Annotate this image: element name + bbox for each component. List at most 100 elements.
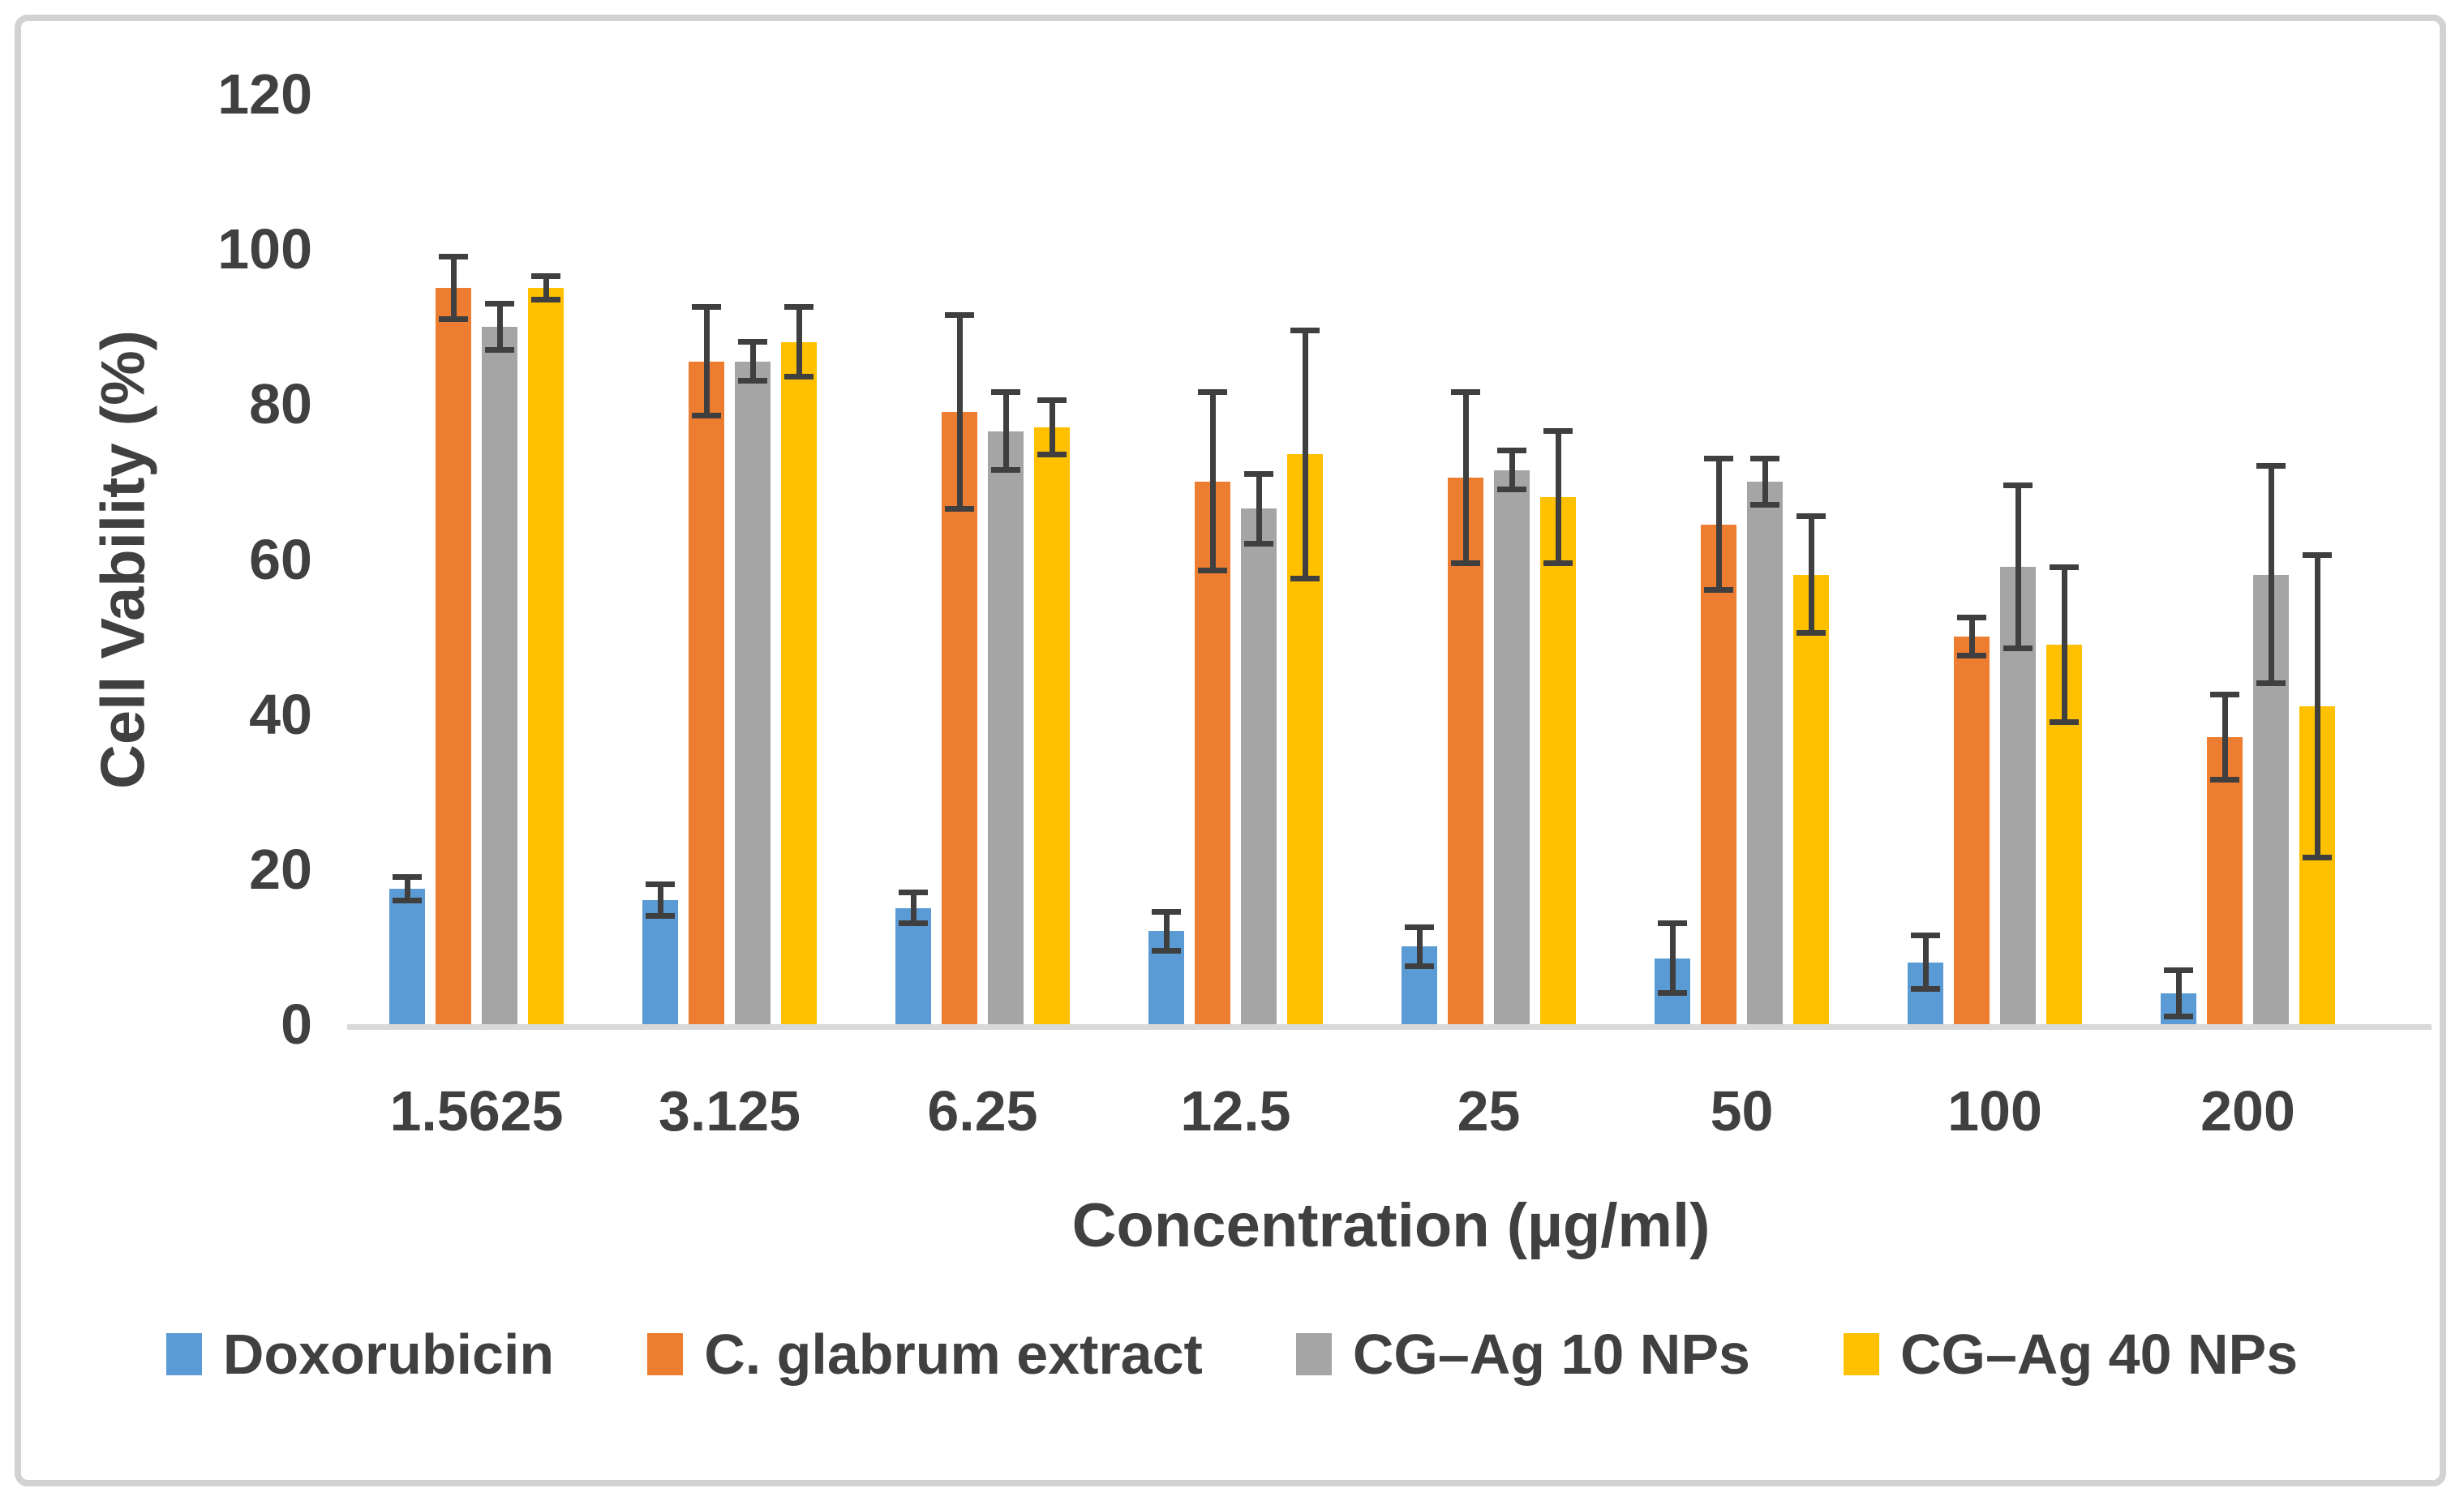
x-tick-label-100: 100	[1947, 1079, 2042, 1143]
error-bar-line	[1462, 392, 1469, 564]
bar-cg-ag-40-nps-50	[1793, 574, 1829, 1024]
x-tick-label-200: 200	[2200, 1079, 2295, 1143]
error-bar-cap	[1911, 986, 1940, 993]
error-bar-cap	[1796, 629, 1826, 636]
bar-cg-ag-10-nps-25	[1494, 470, 1530, 1024]
error-bar-cap	[1198, 389, 1227, 396]
error-bar-line	[2061, 567, 2067, 723]
error-bar-cap	[1543, 560, 1573, 566]
error-bar-line	[1922, 935, 1929, 989]
x-tick-label-6.25: 6.25	[927, 1079, 1038, 1143]
error-bar-cap	[899, 920, 928, 927]
error-bar-line	[657, 884, 663, 916]
error-bar-line	[1968, 617, 1975, 656]
chart-frame-border	[15, 15, 2446, 1486]
legend-item-cg-ag-10-nps: CG–Ag 10 NPs	[1295, 1322, 1750, 1387]
error-bar-cap	[1290, 575, 1320, 581]
bar-cg-ag-40-nps-1.5625	[528, 287, 564, 1024]
error-bar-cap	[738, 339, 767, 345]
error-bar-cap	[1658, 920, 1687, 927]
x-tick-label-12.5: 12.5	[1180, 1079, 1291, 1143]
bar-cg-ag-10-nps-1.5625	[482, 326, 517, 1024]
legend: Doxorubicin C. glabrum extract CG–Ag 10 NP…	[81, 1322, 2383, 1387]
error-bar-cap	[1750, 455, 1779, 461]
error-bar-cap	[439, 254, 468, 260]
error-bar-line	[2268, 465, 2274, 684]
error-bar-cap	[1543, 428, 1573, 435]
error-bar-cap	[646, 912, 675, 919]
error-bar-line	[2175, 970, 2182, 1017]
error-bar-line	[404, 877, 410, 901]
bar-c-glabrum-extract-50	[1701, 524, 1736, 1024]
y-tick-label-20: 20	[249, 837, 312, 901]
error-bar-line	[2221, 694, 2228, 780]
error-bar-cap	[1152, 908, 1181, 915]
error-bar-cap	[1152, 947, 1181, 954]
bar-cg-ag-10-nps-50	[1747, 481, 1783, 1024]
legend-item-doxorubicin: Doxorubicin	[165, 1322, 555, 1387]
y-tick-label-40: 40	[249, 682, 312, 746]
error-bar-cap	[1957, 653, 1986, 659]
error-bar-cap	[1290, 328, 1320, 334]
error-bar-cap	[692, 413, 721, 419]
error-bar-line	[796, 307, 802, 377]
error-bar-cap	[2003, 482, 2033, 489]
error-bar-line	[1509, 450, 1515, 490]
x-tick-label-3.125: 3.125	[658, 1079, 801, 1143]
error-bar-cap	[1957, 614, 1986, 620]
y-tick-label-80: 80	[249, 372, 312, 436]
error-bar-cap	[485, 346, 514, 353]
bar-cg-ag-40-nps-25	[1540, 497, 1576, 1024]
bar-cg-ag-40-nps-3.125	[781, 341, 817, 1024]
error-bar-cap	[1796, 513, 1826, 520]
error-bar-cap	[439, 315, 468, 322]
error-bar-line	[1555, 431, 1561, 564]
error-bar-cap	[2256, 463, 2286, 470]
error-bar-cap	[2256, 680, 2286, 686]
error-bar-cap	[2303, 854, 2332, 860]
error-bar-cap	[738, 378, 767, 384]
x-axis-line	[347, 1024, 2432, 1030]
error-bar-cap	[1037, 397, 1067, 404]
error-bar-cap	[1658, 990, 1687, 997]
bar-doxorubicin-6.25	[895, 907, 931, 1024]
x-tick-label-1.5625: 1.5625	[389, 1079, 564, 1143]
y-tick-label-120: 120	[217, 62, 312, 126]
error-bar-cap	[2164, 967, 2193, 973]
error-bar-line	[2015, 485, 2021, 649]
error-bar-cap	[2164, 1013, 2193, 1019]
error-bar-cap	[1451, 389, 1480, 396]
legend-item-cg-ag-40-nps: CG–Ag 40 NPs	[1843, 1322, 2299, 1387]
legend-label: CG–Ag 40 NPs	[1900, 1323, 2299, 1386]
error-bar-line	[1049, 400, 1055, 455]
error-bar-cap	[991, 389, 1020, 396]
error-bar-cap	[2210, 777, 2239, 783]
bar-cg-ag-40-nps-6.25	[1034, 427, 1070, 1024]
error-bar-cap	[1750, 502, 1779, 508]
error-bar-cap	[1198, 568, 1227, 574]
error-bar-line	[543, 276, 549, 300]
error-bar-cap	[393, 873, 422, 880]
error-bar-line	[1762, 458, 1768, 505]
error-bar-line	[910, 892, 916, 924]
y-tick-label-60: 60	[249, 527, 312, 591]
error-bar-line	[1002, 392, 1009, 470]
error-bar-cap	[692, 304, 721, 311]
bar-c-glabrum-extract-6.25	[942, 411, 977, 1024]
error-bar-cap	[2003, 645, 2033, 651]
error-bar-cap	[899, 890, 928, 895]
error-bar-cap	[2050, 718, 2079, 725]
error-bar-cap	[2303, 552, 2332, 559]
bar-c-glabrum-extract-200	[2207, 737, 2243, 1024]
error-bar-cap	[1497, 448, 1526, 454]
bar-cg-ag-10-nps-12.5	[1241, 508, 1277, 1024]
x-tick-label-25: 25	[1457, 1079, 1521, 1143]
error-bar-cap	[1244, 540, 1273, 547]
legend-swatch-icon	[165, 1333, 202, 1375]
legend-swatch-icon	[1843, 1333, 1879, 1375]
x-tick-label-50: 50	[1710, 1079, 1774, 1143]
error-bar-cap	[393, 897, 422, 903]
legend-label: Doxorubicin	[222, 1323, 555, 1386]
error-bar-cap	[784, 374, 813, 380]
error-bar-cap	[1405, 963, 1434, 969]
